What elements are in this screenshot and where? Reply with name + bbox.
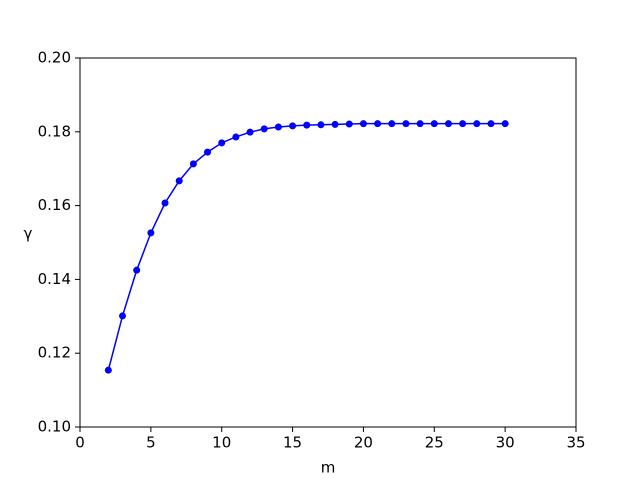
marker: [303, 121, 311, 129]
marker: [430, 120, 438, 128]
marker: [374, 120, 382, 128]
marker: [487, 120, 495, 128]
marker: [133, 266, 141, 274]
x-tick-label: 30: [496, 434, 515, 452]
x-tick-label: 35: [566, 434, 585, 452]
x-tick-label: 5: [146, 434, 156, 452]
marker: [444, 120, 452, 128]
y-tick-label: 0.10: [38, 418, 71, 436]
marker: [104, 366, 112, 374]
marker: [359, 120, 367, 128]
marker: [161, 199, 169, 207]
marker: [289, 122, 297, 130]
marker: [345, 120, 353, 128]
marker: [388, 120, 396, 128]
marker: [459, 120, 467, 128]
marker: [331, 120, 339, 128]
y-tick-label: 0.16: [38, 196, 71, 214]
x-tick-label: 25: [425, 434, 444, 452]
y-axis-label: γ: [24, 225, 33, 243]
marker: [274, 123, 282, 131]
marker: [416, 120, 424, 128]
x-tick-label: 10: [212, 434, 231, 452]
marker: [218, 139, 226, 147]
x-axis-label: m: [321, 459, 336, 477]
marker: [204, 148, 212, 156]
x-tick-label: 20: [354, 434, 373, 452]
marker: [119, 312, 127, 320]
marker: [175, 177, 183, 185]
marker: [147, 229, 155, 237]
y-tick-label: 0.20: [38, 49, 71, 67]
marker: [260, 125, 268, 133]
marker: [189, 160, 197, 168]
marker: [317, 121, 325, 129]
marker: [232, 133, 240, 141]
marker: [473, 120, 481, 128]
marker: [402, 120, 410, 128]
marker: [501, 120, 509, 128]
y-tick-label: 0.12: [38, 344, 71, 362]
plot-frame: [79, 57, 577, 428]
marker: [246, 128, 254, 136]
y-tick-label: 0.18: [38, 122, 71, 140]
y-tick-label: 0.14: [38, 270, 71, 288]
x-tick-label: 15: [283, 434, 302, 452]
x-tick-label: 0: [75, 434, 85, 452]
